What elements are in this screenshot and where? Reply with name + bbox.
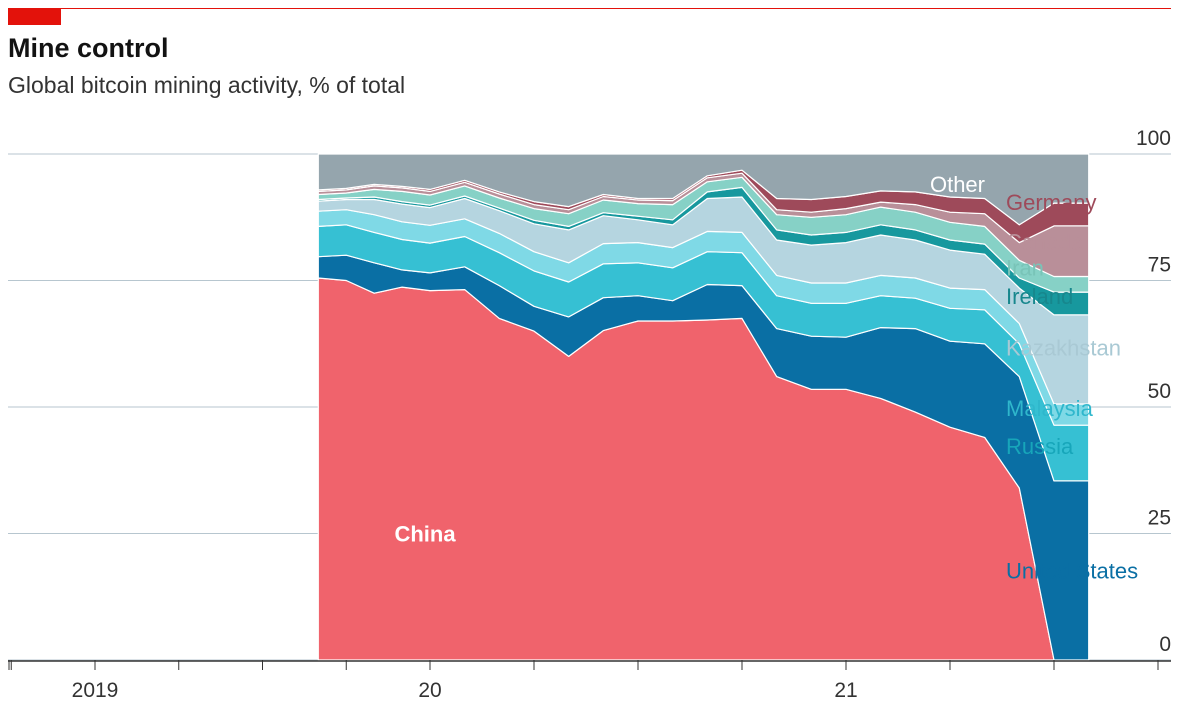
series-label-other: Other [930,172,985,197]
series-label-ireland: Ireland [1006,284,1073,309]
y-tick-label-100: 100 [1136,127,1171,150]
series-label-china: China [394,522,456,547]
series-label-russia: Russia [1006,434,1074,459]
area-layers [317,153,1090,661]
y-tick-label-50: 50 [1148,380,1171,403]
y-tick-label-75: 75 [1148,254,1171,277]
series-label-kazakhstan: Kazakhstan [1006,335,1121,360]
series-labels: China United States Russia Malaysia Kazakhst… [394,172,1138,583]
x-tick-label-2019: 2019 [72,679,119,702]
chart-subtitle: Global bitcoin mining activity, % of tot… [8,72,406,98]
series-label-iran: Iran [1006,255,1044,280]
x-tick-label-20: 20 [418,679,441,702]
series-label-canada: Canada [1006,230,1084,255]
y-axis: 0 25 50 75 100 [1136,127,1171,656]
top-rule [8,8,1171,9]
chart-title: Mine control [8,33,169,63]
x-axis: 2019 20 21 [8,660,1171,702]
brand-tag [8,8,61,25]
x-tick-label-21: 21 [834,679,857,702]
series-label-germany: Germany [1006,190,1096,215]
y-tick-label-0: 0 [1159,633,1171,656]
y-tick-label-25: 25 [1148,507,1171,530]
series-label-united-states: United States [1006,558,1138,583]
area-other [317,153,1090,226]
series-label-malaysia: Malaysia [1006,396,1094,421]
